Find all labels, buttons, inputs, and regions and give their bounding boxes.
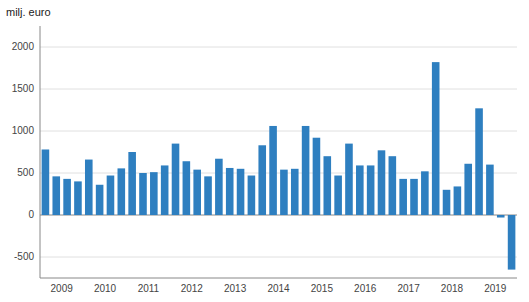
x-tick-label: 2011 <box>138 283 160 294</box>
bar <box>356 165 364 215</box>
bar <box>454 186 462 215</box>
bar <box>497 215 505 218</box>
bar <box>74 181 82 215</box>
bar <box>215 159 223 215</box>
grid-line <box>40 131 517 132</box>
y-tick-label: 500 <box>17 167 34 178</box>
bar <box>85 160 93 215</box>
bar <box>52 176 60 215</box>
bar <box>334 176 342 215</box>
bar <box>464 164 472 215</box>
bar <box>118 168 126 215</box>
bar <box>367 165 375 215</box>
grid-line <box>40 89 517 90</box>
bar <box>107 176 115 215</box>
bar <box>399 179 407 215</box>
bar <box>183 161 191 215</box>
bar <box>172 144 180 215</box>
bar <box>345 144 353 215</box>
bar <box>323 156 331 215</box>
bar <box>389 156 397 215</box>
bar <box>42 149 50 215</box>
y-tick-label: 1500 <box>12 83 35 94</box>
x-tick-label: 2013 <box>224 283 247 294</box>
x-tick-label: 2009 <box>51 283 74 294</box>
x-tick-label: 2018 <box>441 283 464 294</box>
bar <box>150 172 158 215</box>
bar <box>226 168 234 215</box>
title: milj. euro <box>6 6 51 18</box>
bar <box>313 138 321 215</box>
chart-container: -500 0 500 1000 1500 2000 2009 2010 2011 2012 2013… <box>0 0 529 302</box>
bar <box>161 165 169 215</box>
grid-line <box>40 47 517 48</box>
chart: -500 0 500 1000 1500 2000 2009 2010 2011 2012 2013… <box>0 0 529 302</box>
bar <box>443 190 451 215</box>
bar <box>410 179 418 215</box>
bar <box>378 150 386 215</box>
bar <box>258 145 266 215</box>
x-tick-label: 2014 <box>267 283 290 294</box>
bar <box>421 171 429 215</box>
bar <box>128 152 136 215</box>
bar <box>63 179 71 215</box>
x-axis-line <box>40 278 517 279</box>
y-tick-label: 1000 <box>12 125 35 136</box>
y-tick-label: -500 <box>14 251 34 262</box>
bar <box>96 185 104 215</box>
y-axis-line <box>40 26 41 278</box>
x-tick-label: 2015 <box>311 283 334 294</box>
x-tick-label: 2019 <box>484 283 507 294</box>
x-tick-label: 2017 <box>397 283 420 294</box>
x-tick-label: 2010 <box>94 283 117 294</box>
bar <box>302 126 310 215</box>
bar <box>139 173 147 215</box>
grid <box>40 47 517 257</box>
grid-line <box>40 257 517 258</box>
y-tick-label: 2000 <box>12 41 35 52</box>
bar <box>280 170 288 215</box>
grid-line <box>40 173 517 174</box>
x-tick-label: 2012 <box>181 283 204 294</box>
bar <box>248 176 256 215</box>
bars <box>42 62 516 269</box>
bar <box>432 62 440 215</box>
bar <box>269 126 277 215</box>
bar <box>291 169 299 215</box>
x-tick-label: 2016 <box>354 283 377 294</box>
bar <box>486 165 494 215</box>
bar <box>475 108 483 215</box>
bar <box>204 176 212 215</box>
bar <box>193 170 201 215</box>
bar <box>508 215 516 270</box>
bar <box>237 169 245 215</box>
y-tick-label: 0 <box>28 209 34 220</box>
